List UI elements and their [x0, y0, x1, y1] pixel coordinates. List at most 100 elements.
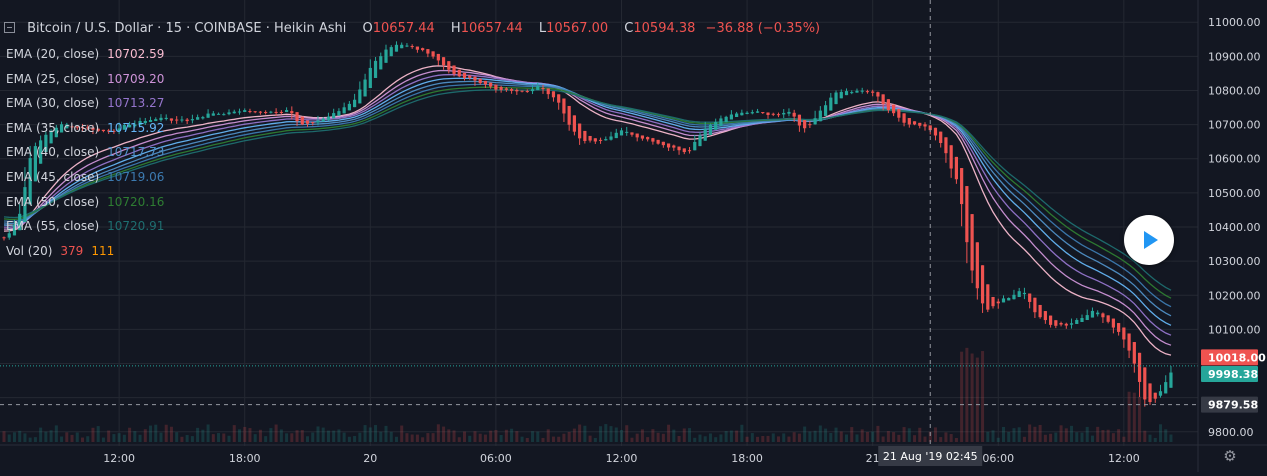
candle-body	[394, 44, 399, 52]
volume-bar	[766, 435, 770, 442]
legend-ema-40[interactable]: EMA (40, close) 10717.73	[6, 145, 165, 160]
candle-body	[337, 111, 341, 116]
volume-bar	[557, 436, 561, 442]
volume-bar	[724, 431, 728, 442]
candle-body	[1164, 382, 1168, 394]
candle-body	[1101, 313, 1105, 318]
candle-body	[504, 88, 508, 90]
legend-ema-50[interactable]: EMA (50, close) 10720.16	[6, 194, 165, 209]
candle-body	[159, 117, 163, 121]
volume-bar	[829, 432, 833, 442]
candle-body	[1059, 323, 1063, 325]
candle-body	[248, 111, 252, 113]
candle-body	[541, 88, 545, 90]
symbol-title[interactable]: Bitcoin / U.S. Dollar	[27, 21, 154, 36]
volume-bar	[494, 430, 498, 442]
volume-bar	[918, 427, 922, 442]
volume-bar	[886, 431, 890, 442]
candle-body	[216, 113, 221, 115]
volume-bar	[196, 427, 200, 442]
candle-body	[2, 237, 6, 239]
price-axis: 9800.00 10100.00 10200.00 10300.00 10400.00 1…	[1197, 0, 1266, 472]
volume-bar	[651, 429, 655, 442]
candle-body	[515, 89, 519, 92]
candle-body	[625, 131, 629, 133]
candle-body	[1169, 372, 1173, 388]
volume-bar	[353, 436, 357, 442]
candle-body	[96, 128, 100, 131]
price-tick-label: 10100.00	[1208, 323, 1261, 336]
candle-body	[389, 47, 393, 57]
volume-bar	[1038, 424, 1042, 442]
gear-icon[interactable]: ⚙	[1223, 447, 1237, 465]
legend-ema-35[interactable]: EMA (35, close) 10715.92	[6, 120, 165, 135]
price-tick-label: 10400.00	[1208, 221, 1261, 234]
volume-bar	[536, 431, 540, 442]
volume-bar	[431, 433, 435, 442]
crosshair-time-text: 21 Aug '19 02:45	[883, 450, 978, 463]
candle-body	[269, 111, 273, 113]
candle-body	[1048, 315, 1053, 325]
candle-body	[373, 60, 378, 78]
legend-ema-45[interactable]: EMA (45, close) 10719.06	[6, 169, 165, 184]
volume-bar	[253, 434, 257, 442]
interval-label[interactable]: 15	[165, 21, 182, 36]
volume-bar	[698, 434, 702, 442]
volume-bar	[80, 437, 84, 442]
candle-body	[729, 114, 733, 120]
candle-body	[274, 111, 278, 113]
candle-body	[829, 97, 833, 111]
volume-bar	[1085, 426, 1089, 442]
volume-bar	[169, 426, 173, 442]
volume-bar	[12, 432, 16, 442]
volume-bar	[771, 433, 775, 442]
volume-bar	[122, 434, 126, 442]
candle-body	[300, 116, 304, 125]
candle-body	[598, 139, 603, 141]
time-tick-label: 06:00	[982, 452, 1014, 465]
legend-ema-20[interactable]: EMA (20, close) 10702.59	[6, 47, 165, 61]
candle-body	[468, 75, 472, 78]
volume-bar	[28, 437, 32, 442]
volume-bar	[902, 427, 906, 442]
candle-body	[782, 112, 786, 115]
time-axis: 12:00 18:00 20 06:00 12:00 18:00 21 06:00 12:00 2…	[0, 444, 1267, 466]
volume-bar	[358, 432, 362, 442]
candle-body	[117, 128, 121, 132]
candle-body	[295, 112, 299, 122]
volume-bar	[107, 430, 111, 442]
volume-bar	[546, 429, 550, 442]
legend-ema-30[interactable]: EMA (30, close) 10713.27	[6, 96, 165, 111]
crosshair-price-badge: 9879.58	[1201, 396, 1258, 413]
volume-bar	[295, 430, 299, 442]
high-value: 10657.44	[460, 21, 523, 36]
candle-body	[237, 111, 242, 113]
volume-bar	[933, 427, 937, 442]
volume-bar	[452, 430, 456, 442]
candle-body	[708, 124, 713, 135]
play-button[interactable]	[1124, 215, 1174, 265]
volume-bar	[290, 433, 294, 442]
volume-bar	[326, 430, 330, 442]
volume-bar	[405, 433, 409, 442]
time-tick-label: 06:00	[480, 452, 512, 465]
legend-ema-25[interactable]: EMA (25, close) 10709.20	[6, 71, 165, 86]
candle-body	[39, 140, 43, 164]
candle-body	[682, 148, 686, 153]
legend-ema-55[interactable]: EMA (55, close) 10720.91	[6, 219, 165, 234]
volume-bar	[1049, 433, 1053, 442]
volume-bar	[70, 434, 74, 442]
volume-bar	[688, 428, 692, 442]
legend-volume[interactable]: Vol (20) 379 111	[6, 243, 115, 258]
volume-bar	[112, 434, 116, 442]
open-label: O	[362, 21, 373, 36]
volume-bar	[306, 436, 310, 442]
volume-bar	[677, 435, 681, 442]
volume-bar	[415, 434, 419, 442]
candle-body	[44, 134, 48, 153]
collapse-legend-icon[interactable]	[4, 22, 15, 33]
volume-value-1: 379	[60, 243, 84, 258]
candle-body	[305, 120, 310, 124]
